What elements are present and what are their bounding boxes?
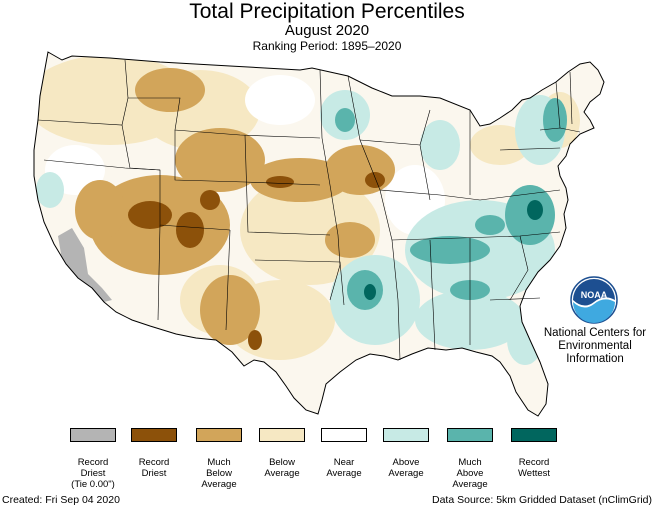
agency-name: National Centers for Environmental Infor… <box>536 327 654 366</box>
legend-swatch <box>447 428 493 442</box>
ranking-period: Ranking Period: 1895–2020 <box>252 39 402 53</box>
legend-label: Above Average <box>388 457 424 479</box>
legend-swatch <box>196 428 242 442</box>
legend-item-near-average: Near Average <box>308 428 380 479</box>
legend-swatch <box>259 428 305 442</box>
legend-label: Record Wettest <box>517 457 551 479</box>
legend-item-record-driest-tie: Record Driest (Tie 0.00") <box>57 428 129 490</box>
legend-label: Near Average <box>326 457 362 479</box>
agency-name-line1: National Centers for <box>543 327 647 339</box>
map-title: Total Precipitation Percentiles <box>189 0 465 23</box>
legend-item-record-wettest: Record Wettest <box>498 428 570 479</box>
created-date: Created: Fri Sep 04 2020 <box>2 494 120 506</box>
legend: Record Driest (Tie 0.00") Record Driest … <box>0 428 654 492</box>
legend-swatch <box>383 428 429 442</box>
legend-swatch <box>131 428 177 442</box>
legend-label: Record Driest <box>138 457 170 479</box>
noaa-emblem-icon: NOAA <box>570 276 618 324</box>
legend-label: Much Above Average <box>452 457 488 490</box>
svg-text:NOAA: NOAA <box>581 290 608 300</box>
agency-name-line3: Information <box>566 353 624 365</box>
legend-item-above-average: Above Average <box>370 428 442 479</box>
legend-swatch <box>511 428 557 442</box>
legend-swatch <box>70 428 116 442</box>
data-source: Data Source: 5km Gridded Dataset (nClimG… <box>432 494 652 506</box>
precipitation-fields <box>34 52 604 416</box>
legend-item-record-driest: Record Driest <box>118 428 190 479</box>
legend-item-much-below-average: Much Below Average <box>183 428 255 490</box>
state-boundaries <box>37 59 581 361</box>
agency-name-line2: Environmental <box>558 340 632 352</box>
legend-label: Record Driest (Tie 0.00") <box>71 457 115 490</box>
us-precipitation-map <box>33 51 605 417</box>
legend-label: Below Average <box>264 457 300 479</box>
legend-item-below-average: Below Average <box>246 428 318 479</box>
legend-swatch <box>321 428 367 442</box>
noaa-logo: NOAA <box>570 276 618 324</box>
legend-label: Much Below Average <box>201 457 237 490</box>
legend-item-much-above-average: Much Above Average <box>434 428 506 490</box>
map-subtitle: August 2020 <box>284 22 370 39</box>
